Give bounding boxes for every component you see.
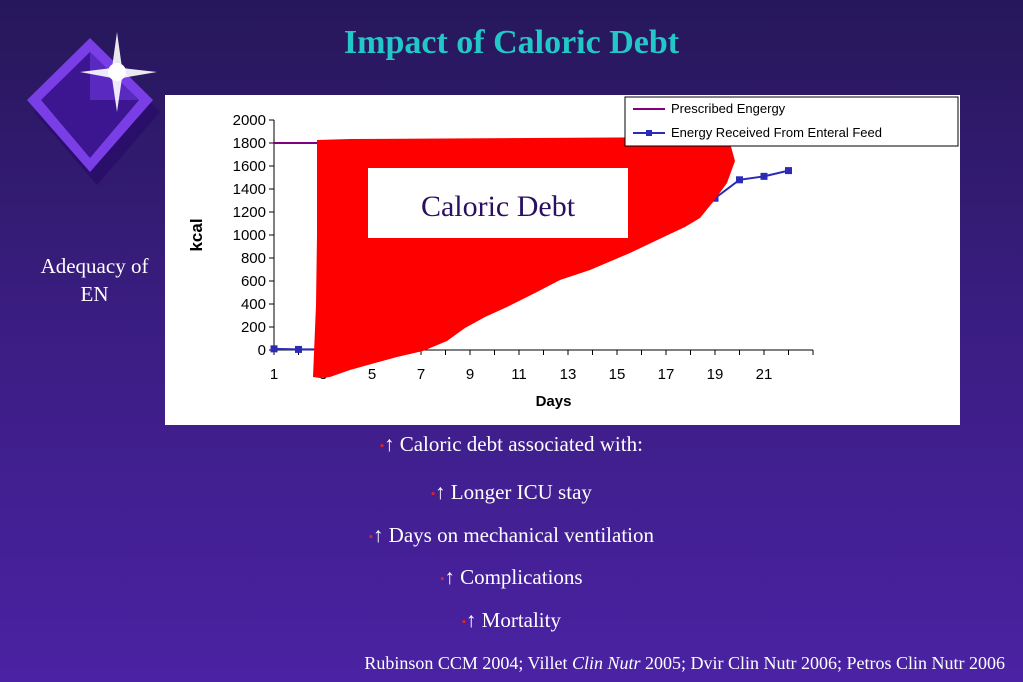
x-tick-label: 5 — [368, 366, 376, 383]
y-tick-label: 1200 — [233, 204, 266, 221]
up-arrow-icon: ↑ — [435, 480, 446, 504]
up-arrow-icon: ↑ — [383, 432, 395, 456]
x-tick-label: 15 — [609, 366, 626, 383]
side-label: Adequacy of EN — [22, 252, 167, 308]
side-label-line-1: Adequacy of — [40, 254, 149, 278]
y-tick-label: 1400 — [233, 181, 266, 198]
y-tick-label: 0 — [258, 342, 266, 359]
bullet-text: Longer ICU stay — [445, 480, 592, 504]
data-point-received — [736, 176, 743, 184]
slide-title: Impact of Caloric Debt — [343, 24, 680, 61]
y-tick-label: 200 — [241, 319, 266, 336]
bullet-text: Caloric debt associated with: — [394, 432, 643, 456]
y-tick-label: 1600 — [233, 158, 266, 175]
bullet-item: ▪↑ Mortality — [0, 608, 1023, 633]
citation-part-2: 2005; Dvir Clin Nutr 2006; Petros Clin N… — [640, 653, 1005, 673]
citation: Rubinson CCM 2004; Villet Clin Nutr 2005… — [364, 653, 1005, 674]
legend: Prescribed Engergy Energy Received From … — [624, 96, 959, 147]
bullet-marker: ▪ — [380, 440, 384, 453]
x-tick-label: 7 — [417, 366, 425, 383]
x-tick-label: 9 — [466, 366, 474, 383]
bullet-item: ▪↑ Longer ICU stay — [0, 480, 1023, 505]
y-tick-label: 400 — [241, 296, 266, 313]
bullet-marker: ▪ — [462, 616, 466, 629]
diamond-star-logo — [27, 32, 160, 185]
bullet-marker: ▪ — [440, 573, 445, 586]
bullet-item: ▪↑ Caloric debt associated with: — [0, 432, 1023, 457]
bullet-item: ▪↑ Complications — [0, 565, 1023, 590]
x-tick-label: 21 — [756, 366, 773, 383]
x-tick-label: 13 — [560, 366, 577, 383]
y-tick-label: 1800 — [233, 135, 266, 152]
bullet-text: Days on mechanical ventilation — [383, 523, 654, 547]
up-arrow-icon: ↑ — [372, 523, 384, 547]
legend-marker-received — [646, 130, 652, 136]
data-point-received — [295, 345, 302, 353]
x-tick-label: 1 — [270, 366, 278, 383]
data-point-received — [760, 172, 768, 180]
y-tick-label: 2000 — [233, 112, 266, 129]
bullet-marker: ▪ — [369, 531, 373, 544]
bullet-text: Complications — [454, 565, 583, 589]
citation-part-1: Rubinson CCM 2004; Villet — [364, 653, 572, 673]
caloric-debt-label-box — [368, 168, 628, 238]
bullet-marker: ▪ — [431, 488, 435, 501]
x-axis-label: Days — [536, 393, 572, 410]
legend-label-received: Energy Received From Enteral Feed — [671, 125, 882, 140]
x-tick-label: 11 — [511, 366, 527, 383]
side-label-line-2: EN — [80, 282, 109, 306]
legend-label-prescribed: Prescribed Engergy — [671, 101, 786, 116]
chart: 0 200 400 600 800 1000 1200 1400 1600 1800 2000 13 5… — [165, 95, 960, 425]
y-tick-label: 800 — [241, 250, 266, 267]
bullet-text: Mortality — [476, 608, 561, 632]
citation-italic: Clin Nutr — [571, 653, 641, 673]
x-tick-label: 17 — [658, 366, 675, 383]
y-tick-label: 600 — [241, 273, 266, 290]
y-tick-label: 1000 — [233, 227, 266, 244]
up-arrow-icon: ↑ — [444, 565, 455, 589]
y-axis-label: kcal — [187, 218, 206, 251]
x-tick-label: 19 — [707, 366, 724, 383]
data-point-received — [270, 345, 278, 353]
legend-box — [624, 96, 959, 147]
bullet-item: ▪↑ Days on mechanical ventilation — [0, 523, 1023, 548]
data-point-received — [785, 167, 792, 175]
caloric-debt-label: Caloric Debt — [421, 190, 576, 223]
up-arrow-icon: ↑ — [465, 608, 477, 632]
